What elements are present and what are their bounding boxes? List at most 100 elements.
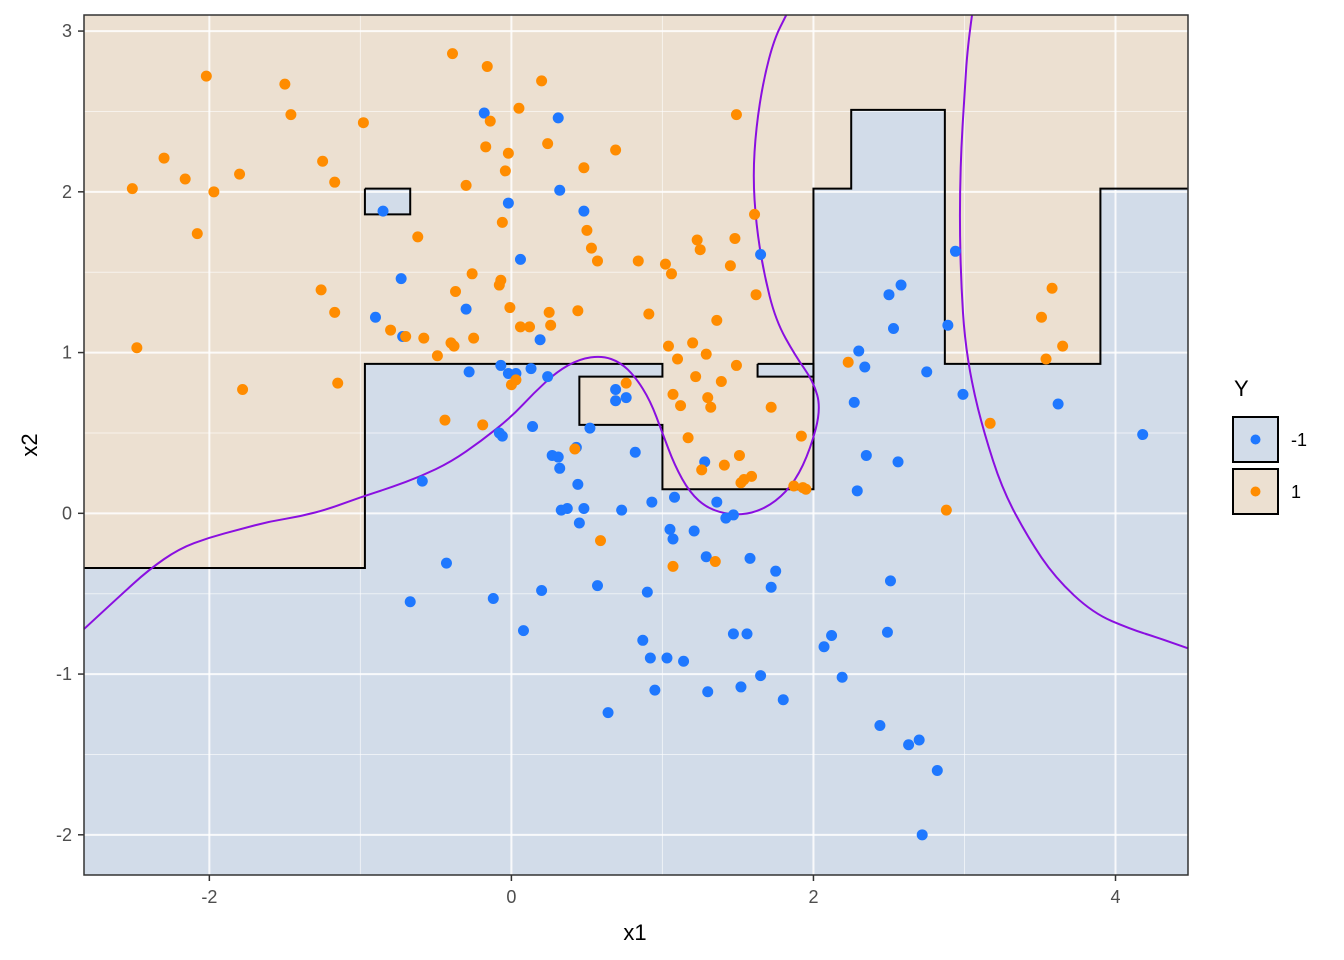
point-class-1	[131, 342, 143, 354]
point-class-1	[665, 268, 677, 280]
point-class-1	[285, 109, 297, 121]
point-class-neg1	[578, 205, 590, 217]
point-class-1	[514, 321, 526, 333]
x-tick-label: -2	[201, 887, 217, 907]
point-class-1	[569, 443, 581, 455]
point-class-1	[329, 176, 341, 188]
point-class-1	[984, 417, 996, 429]
point-class-neg1	[496, 430, 508, 442]
point-class-1	[524, 321, 536, 333]
point-class-1	[499, 165, 511, 177]
point-class-1	[200, 70, 212, 82]
point-class-neg1	[860, 449, 872, 461]
point-class-neg1	[921, 366, 933, 378]
point-class-neg1	[664, 523, 676, 535]
legend-point-pos	[1250, 486, 1261, 497]
point-class-neg1	[644, 652, 656, 664]
point-class-neg1	[602, 707, 614, 719]
point-class-1	[493, 279, 505, 291]
point-class-1	[578, 162, 590, 174]
point-class-1	[329, 306, 341, 318]
panel-border	[83, 14, 1189, 876]
point-class-1	[542, 138, 554, 150]
point-class-1	[191, 228, 203, 240]
point-class-1	[1036, 311, 1048, 323]
point-class-neg1	[851, 485, 863, 497]
point-class-neg1	[572, 478, 584, 490]
point-class-1	[711, 314, 723, 326]
y-tick-label: -1	[56, 664, 72, 684]
point-class-neg1	[903, 739, 915, 751]
point-class-neg1	[552, 112, 564, 124]
point-class-neg1	[416, 475, 428, 487]
point-class-neg1	[859, 361, 871, 373]
point-class-neg1	[525, 363, 537, 375]
point-class-1	[632, 255, 644, 267]
point-class-1	[1057, 340, 1069, 352]
point-class-neg1	[616, 504, 628, 516]
point-class-neg1	[502, 197, 514, 209]
point-class-neg1	[517, 625, 529, 637]
point-class-neg1	[741, 628, 753, 640]
point-class-1	[729, 232, 741, 244]
region-negative-area	[757, 363, 814, 377]
point-class-neg1	[826, 629, 838, 641]
y-axis-title: x2	[17, 433, 42, 456]
point-class-neg1	[678, 655, 690, 667]
point-class-1	[477, 419, 489, 431]
legend: Y -1 1	[1232, 376, 1307, 515]
point-class-neg1	[620, 392, 632, 404]
point-class-1	[687, 337, 699, 349]
point-class-1	[733, 449, 745, 461]
point-class-1	[667, 388, 679, 400]
point-class-1	[468, 332, 480, 344]
point-class-neg1	[646, 496, 658, 508]
point-class-neg1	[892, 456, 904, 468]
x-axis-title: x1	[623, 920, 646, 945]
point-class-1	[746, 470, 758, 482]
point-class-neg1	[591, 580, 603, 592]
point-class-neg1	[727, 509, 739, 521]
point-class-neg1	[369, 311, 381, 323]
point-class-neg1	[942, 319, 954, 331]
point-class-1	[700, 348, 712, 360]
point-class-1	[1040, 353, 1052, 365]
point-class-1	[1046, 282, 1058, 294]
legend-title: Y	[1234, 376, 1249, 401]
point-class-1	[797, 482, 809, 494]
x-tick-label: 2	[808, 887, 818, 907]
point-class-1	[357, 117, 369, 129]
point-class-1	[385, 324, 397, 336]
point-class-neg1	[777, 694, 789, 706]
point-class-1	[450, 285, 462, 297]
point-class-1	[504, 302, 516, 314]
point-class-neg1	[727, 628, 739, 640]
y-tick-label: -2	[56, 825, 72, 845]
point-class-neg1	[931, 765, 943, 777]
point-class-1	[702, 392, 714, 404]
point-class-1	[513, 102, 525, 114]
point-class-neg1	[949, 245, 961, 257]
point-class-neg1	[883, 289, 895, 301]
point-class-1	[412, 231, 424, 243]
legend-label-neg: -1	[1291, 430, 1307, 450]
point-class-neg1	[552, 451, 564, 463]
point-class-neg1	[818, 641, 830, 653]
point-class-neg1	[641, 586, 653, 598]
point-class-1	[536, 75, 548, 87]
region-negative	[364, 188, 814, 377]
point-class-neg1	[610, 395, 622, 407]
point-class-neg1	[881, 626, 893, 638]
point-class-1	[545, 319, 557, 331]
point-class-neg1	[495, 359, 507, 371]
step-boundary-line	[363, 187, 412, 216]
point-class-1	[447, 48, 459, 60]
point-class-neg1	[637, 634, 649, 646]
point-class-neg1	[534, 334, 546, 346]
gridlines	[84, 15, 1188, 875]
point-class-neg1	[755, 670, 767, 682]
point-class-neg1	[578, 502, 590, 514]
point-class-1	[715, 376, 727, 388]
point-class-1	[448, 340, 460, 352]
point-class-1	[315, 284, 327, 296]
